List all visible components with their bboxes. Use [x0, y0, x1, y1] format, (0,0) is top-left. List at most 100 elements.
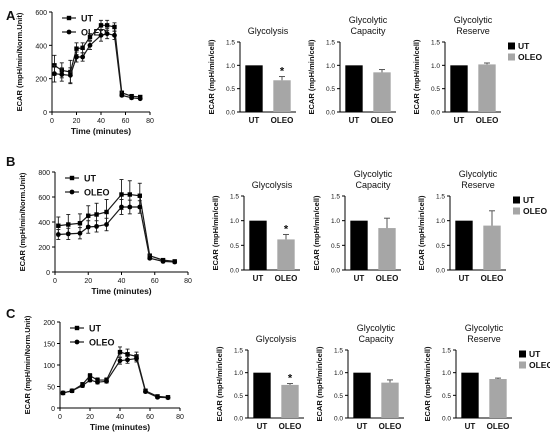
- data-point: [155, 395, 160, 400]
- y-tick-label: 1.5: [331, 194, 340, 201]
- legend-label: OLEO: [529, 360, 550, 370]
- series-line: [63, 359, 168, 398]
- y-tick-label: 0: [51, 406, 55, 413]
- y-tick-label: 0.0: [334, 416, 343, 423]
- y-axis-label: ECAR (mpH/min/Norm.Unit): [18, 172, 27, 271]
- y-tick-label: 800: [38, 170, 50, 177]
- data-point: [94, 212, 98, 216]
- bar-oleo: [373, 72, 390, 112]
- series-line: [58, 195, 174, 262]
- x-tick-label: OLEO: [271, 116, 294, 125]
- bar-oleo: [273, 80, 290, 112]
- bar-oleo: [478, 64, 495, 112]
- series-line: [58, 207, 174, 262]
- data-point: [66, 222, 70, 226]
- y-axis-label: ECAR (mpH/min/cell): [412, 39, 421, 115]
- x-tick-label: 40: [118, 278, 126, 285]
- data-point: [112, 33, 117, 38]
- chart-title: Glycolysis: [248, 26, 289, 36]
- y-axis-label: ECAR (mpH/min/cell): [312, 195, 321, 271]
- chart-title: Glycolytic: [465, 323, 504, 333]
- bar-ut: [450, 65, 467, 112]
- x-tick-label: UT: [253, 274, 264, 283]
- y-tick-label: 50: [47, 385, 55, 392]
- panel-label-c: C: [6, 306, 16, 321]
- bar-chart-a-0: 0.00.51.01.5GlycolysisECAR (mpH/min/cell…: [207, 26, 296, 125]
- data-point: [59, 72, 64, 77]
- y-tick-label: 1.0: [331, 218, 340, 225]
- y-tick-label: 1.5: [334, 348, 343, 355]
- legend-label: UT: [84, 174, 96, 184]
- x-tick-label: 0: [50, 118, 54, 125]
- y-tick-label: 0.0: [431, 110, 440, 117]
- x-tick-label: 60: [122, 118, 130, 125]
- y-tick-label: 150: [43, 342, 55, 349]
- bar-oleo: [281, 385, 298, 418]
- legend-marker: [70, 176, 74, 180]
- y-tick-label: 1.0: [334, 370, 343, 377]
- legend-label: OLEO: [518, 52, 542, 62]
- y-tick-label: 0.0: [326, 110, 335, 117]
- legend-label: OLEO: [81, 28, 107, 38]
- x-tick-label: UT: [459, 274, 470, 283]
- bar-chart-c-0: 0.0 0.5 1.0 1.5 Glycolysis ECAR (mpH/min/cell…: [215, 334, 304, 431]
- data-point: [134, 356, 139, 361]
- legend-label: UT: [518, 41, 530, 51]
- data-point: [74, 55, 79, 60]
- legend-swatch-ut: [508, 43, 515, 50]
- data-point: [172, 260, 177, 265]
- y-tick-label: 0.0: [230, 268, 239, 275]
- data-point: [118, 358, 123, 363]
- series-oleo: [56, 200, 177, 265]
- data-point: [80, 383, 85, 388]
- legend: UTOLEO: [513, 195, 547, 216]
- data-point: [78, 221, 82, 225]
- x-tick-label: 20: [73, 118, 81, 125]
- legend-label: UT: [89, 324, 101, 334]
- series-ut: [61, 347, 170, 400]
- bar-ut: [353, 373, 370, 418]
- bar-oleo: [483, 226, 500, 270]
- y-tick-label: 1.0: [226, 63, 235, 70]
- data-point: [104, 222, 109, 227]
- y-axis-label: ECAR (mpH/min/cell): [417, 195, 426, 271]
- bar-ut: [253, 373, 270, 418]
- legend-label: OLEO: [89, 338, 115, 348]
- data-point: [56, 224, 60, 228]
- panel-label-b: B: [6, 154, 15, 169]
- y-axis-label: ECAR (mpH/min/cell): [307, 39, 316, 115]
- chart-title: Capacity: [355, 180, 391, 190]
- x-tick-label: OLEO: [279, 422, 302, 431]
- x-tick-label: UT: [249, 116, 260, 125]
- y-tick-label: 1.5: [431, 40, 440, 47]
- x-tick-label: UT: [454, 116, 465, 125]
- x-tick-label: 0: [58, 414, 62, 421]
- chart-title: Glycolytic: [354, 169, 393, 179]
- data-point: [104, 379, 109, 384]
- legend-marker: [75, 340, 80, 345]
- data-point: [94, 224, 99, 229]
- bar-oleo: [489, 379, 506, 418]
- significance-marker: *: [288, 373, 293, 385]
- data-point: [70, 388, 75, 393]
- significance-marker: *: [284, 223, 289, 235]
- y-tick-label: 1.5: [436, 194, 445, 201]
- y-tick-label: 1.0: [436, 218, 445, 225]
- chart-title: Glycolytic: [459, 169, 498, 179]
- y-axis-label: ECAR (mpH/min/cell): [211, 195, 220, 271]
- y-axis-label: ECAR (mpH/min/Norm.Unit): [23, 315, 32, 414]
- x-tick-label: OLEO: [275, 274, 298, 283]
- legend-marker: [75, 326, 79, 330]
- y-tick-label: 400: [38, 220, 50, 227]
- x-tick-label: OLEO: [379, 422, 402, 431]
- x-tick-label: 60: [146, 414, 154, 421]
- legend-swatch-oleo: [513, 208, 520, 215]
- data-point: [138, 96, 143, 101]
- data-point: [56, 232, 61, 237]
- legend: UTOLEO: [65, 174, 110, 198]
- data-point: [118, 350, 122, 354]
